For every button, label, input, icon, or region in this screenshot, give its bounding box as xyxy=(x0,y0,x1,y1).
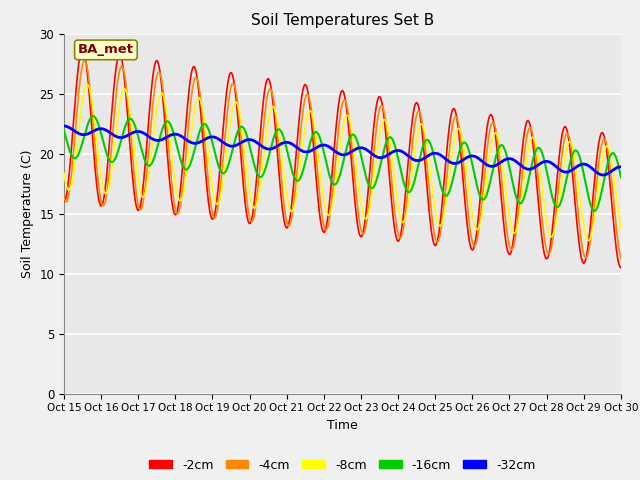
Text: BA_met: BA_met xyxy=(78,43,134,56)
Title: Soil Temperatures Set B: Soil Temperatures Set B xyxy=(251,13,434,28)
Legend: -2cm, -4cm, -8cm, -16cm, -32cm: -2cm, -4cm, -8cm, -16cm, -32cm xyxy=(145,454,540,477)
Y-axis label: Soil Temperature (C): Soil Temperature (C) xyxy=(21,149,34,278)
X-axis label: Time: Time xyxy=(327,419,358,432)
